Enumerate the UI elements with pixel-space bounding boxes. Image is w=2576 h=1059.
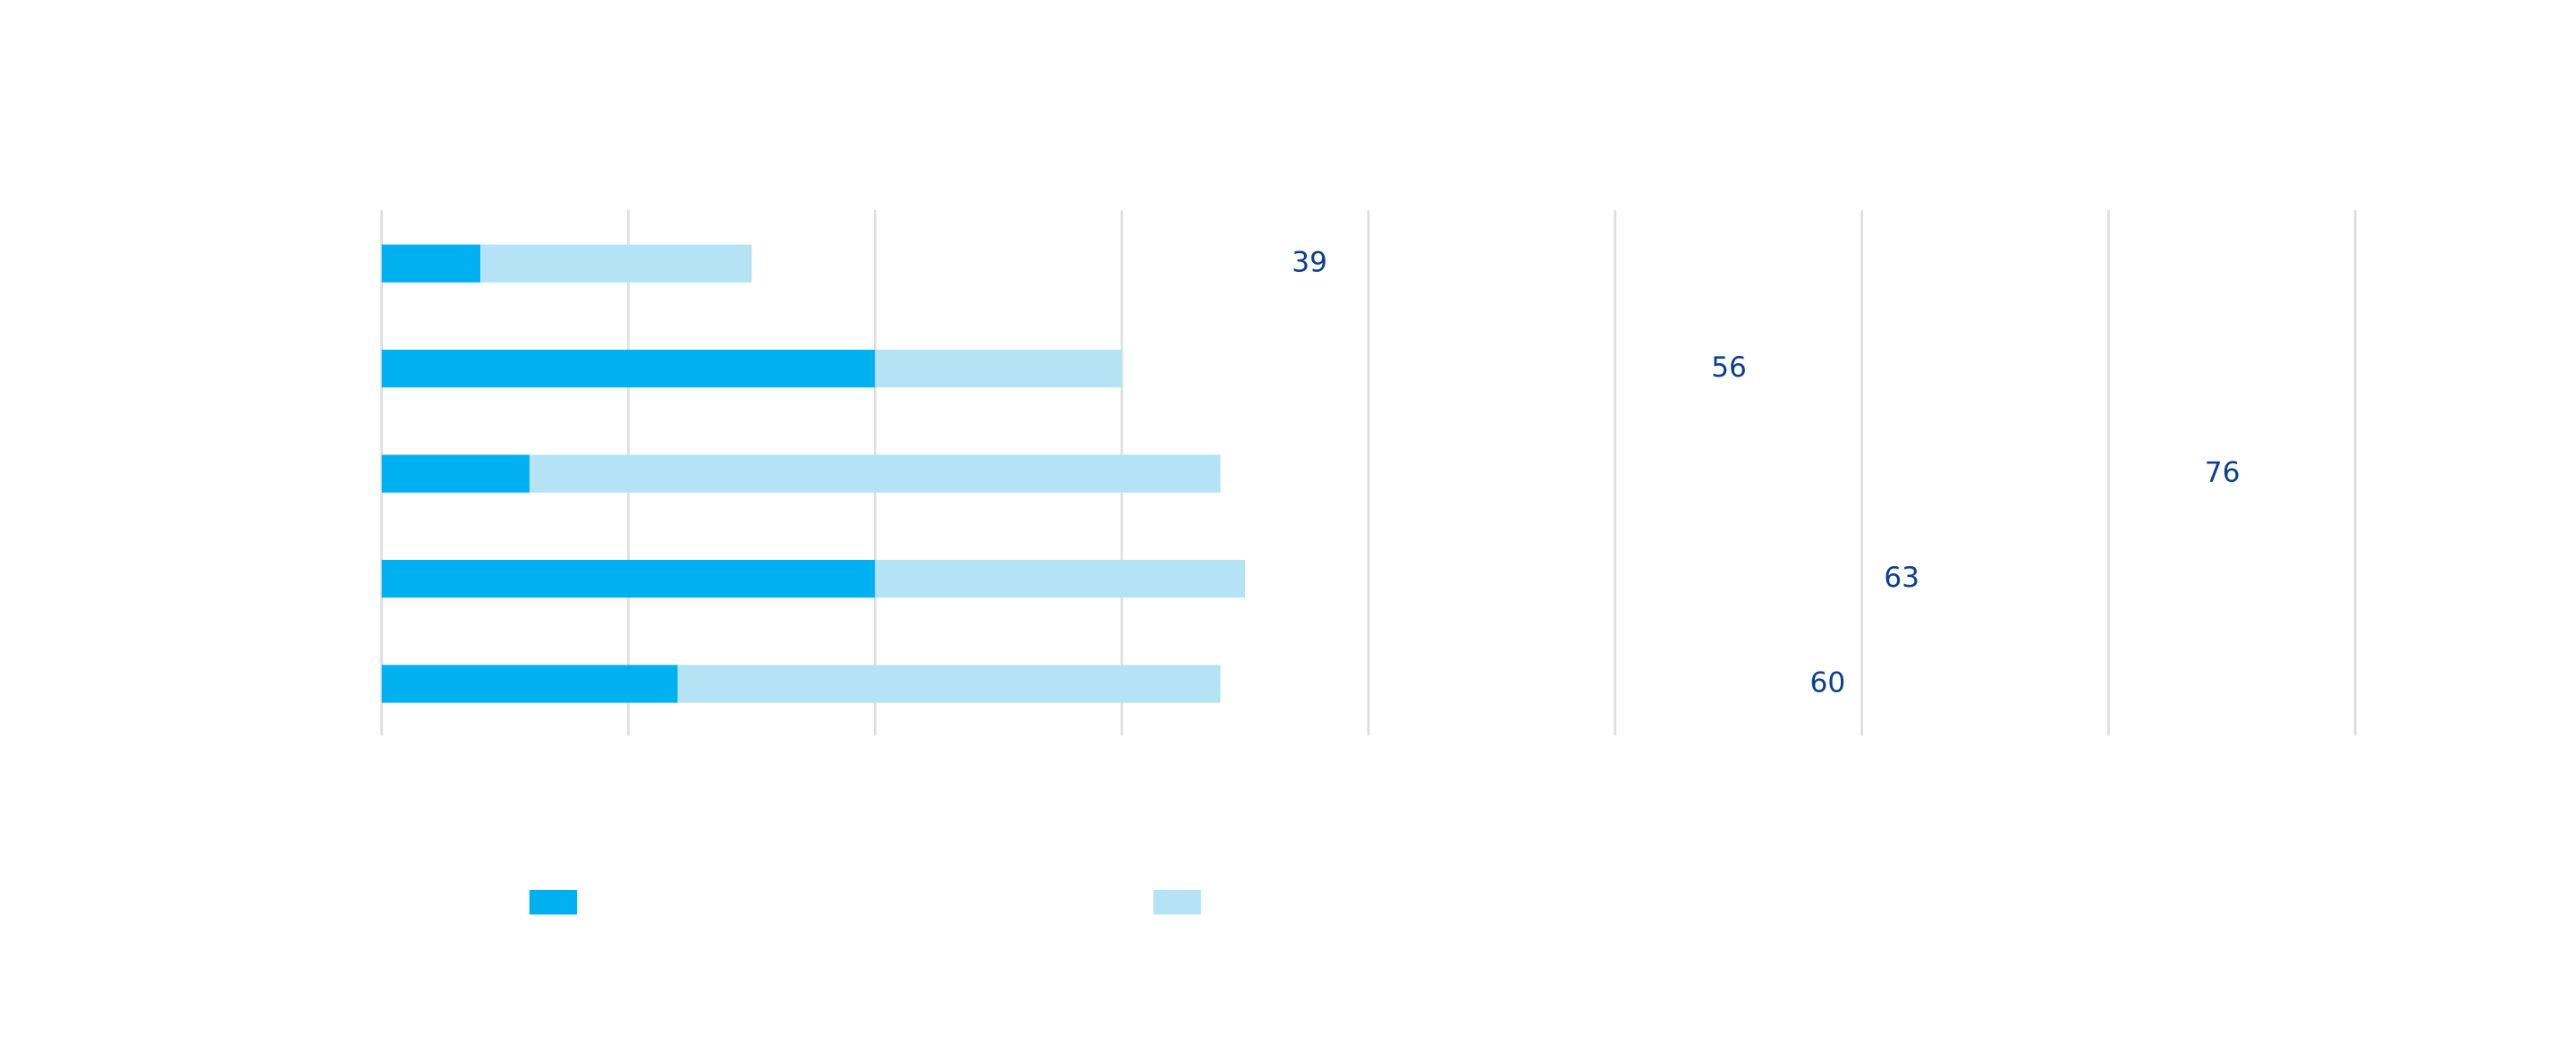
bar-segment bbox=[875, 559, 1246, 598]
bar-segment bbox=[530, 454, 1221, 493]
bar-segment bbox=[381, 665, 678, 703]
bar-segment bbox=[381, 244, 481, 283]
legend-swatch bbox=[1153, 889, 1201, 915]
total-label: 76 bbox=[2205, 457, 2241, 489]
bar-segment bbox=[381, 559, 876, 598]
bar-segment bbox=[381, 349, 876, 388]
bar-segment bbox=[480, 244, 752, 283]
bar-segment bbox=[677, 665, 1221, 703]
total-label: 56 bbox=[1711, 352, 1747, 384]
total-label: 63 bbox=[1884, 562, 1919, 594]
bar-segment bbox=[381, 454, 530, 493]
total-label: 39 bbox=[1292, 247, 1327, 279]
legend-swatch bbox=[529, 889, 578, 915]
bar-segment bbox=[875, 349, 1123, 388]
total-label: 60 bbox=[1810, 667, 1846, 699]
